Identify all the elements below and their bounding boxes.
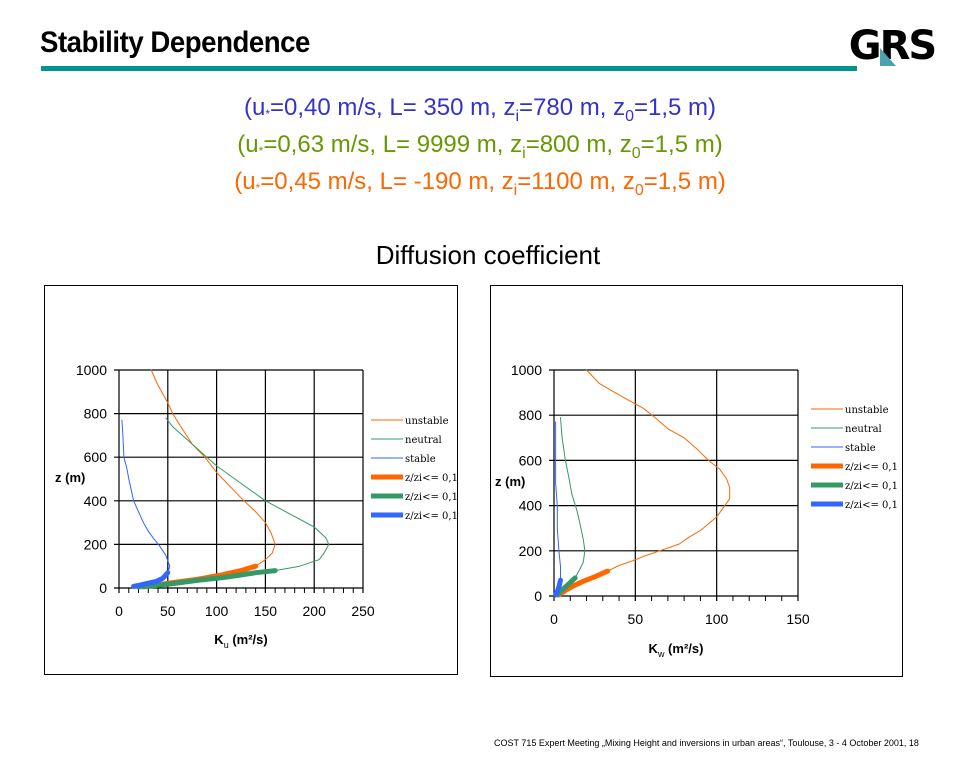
ku-legend-label: z/zi<= 0,1 <box>405 492 457 503</box>
kw-ytick-label: 1000 <box>511 362 542 378</box>
kw-xtick-label: 100 <box>705 611 729 627</box>
kw-ytick-label: 800 <box>519 407 543 423</box>
chart-ku: 0 200 400 600 800 1000 0 50 100 150 200 250 z (m) Ku … <box>55 362 457 650</box>
footer-citation: COST 715 Expert Meeting „Mixing Height a… <box>494 738 919 748</box>
ku-ytick-label: 1000 <box>76 362 107 378</box>
parameters-unstable: (u*=0,45 m/s, L= -190 m, zi=1100 m, z0=1… <box>234 168 726 199</box>
kw-legend-label: z/zi<= 0,1 <box>845 500 898 511</box>
kw-series-2 <box>555 421 561 581</box>
kw-legend-label: stable <box>845 443 876 454</box>
kw-legend-label: z/zi<= 0,1 <box>845 481 898 492</box>
ku-xtick-label: 100 <box>205 603 229 619</box>
kw-grid <box>549 369 799 601</box>
kw-ytick-label: 600 <box>519 452 543 468</box>
kw-ytick-label: 400 <box>519 498 543 514</box>
kw-legend-label: neutral <box>845 424 882 435</box>
kw-xtick-label: 0 <box>550 611 558 627</box>
ku-xtick-label: 250 <box>351 603 375 619</box>
ku-legend-label: z/zi<= 0,1 <box>405 473 457 484</box>
ku-legend-label: stable <box>405 454 436 465</box>
ku-xtick-label: 200 <box>303 603 327 619</box>
parameters-neutral: (u*=0,63 m/s, L= 9999 m, zi=800 m, z0=1,… <box>237 131 723 162</box>
ku-xtick-label: 0 <box>115 603 123 619</box>
ku-series-2 <box>121 419 171 574</box>
kw-series-zzi-5 <box>553 577 563 598</box>
ku-series-1 <box>165 417 330 572</box>
kw-series-1 <box>560 417 586 579</box>
ku-legend-label: z/zi<= 0,1 <box>405 511 457 522</box>
kw-ytick-label: 200 <box>519 543 543 559</box>
ku-ytick-label: 400 <box>84 493 108 509</box>
ku-legend-label: unstable <box>405 416 449 427</box>
ku-xtick-label: 50 <box>160 603 176 619</box>
kw-legend-label: z/zi<= 0,1 <box>845 462 898 473</box>
ku-legend-label: neutral <box>405 435 442 446</box>
ku-ytick-label: 800 <box>84 406 108 422</box>
kw-xtick-label: 150 <box>786 611 810 627</box>
chart-panel-ku: 0 200 400 600 800 1000 0 50 100 150 200 250 z (m) Ku … <box>44 285 458 675</box>
section-subtitle: Diffusion coefficient <box>375 240 601 270</box>
title-underline <box>41 66 857 71</box>
kw-xlabel: Kw (m²/s) <box>649 641 704 659</box>
chart-kw: 0 200 400 600 800 1000 0 50 100 150 z (m) Kw (m²/s)… <box>495 362 898 659</box>
grs-logo-icon: GRS <box>842 22 942 70</box>
ku-ylabel: z (m) <box>55 470 85 485</box>
kw-xtick-label: 50 <box>628 611 644 627</box>
kw-ytick-label: 0 <box>534 588 542 604</box>
ku-series-zzi-5 <box>131 570 171 589</box>
ku-series-0 <box>150 369 276 567</box>
logo-accent-triangle <box>880 48 896 66</box>
ku-xlabel: Ku (m²/s) <box>214 632 267 650</box>
ku-series-zzi-4 <box>136 568 278 590</box>
kw-legend-label: unstable <box>845 405 889 416</box>
ku-ytick-label: 0 <box>99 580 107 596</box>
parameters-stable: (u*=0,40 m/s, L= 350 m, zi=780 m, z0=1,5… <box>243 94 717 125</box>
ku-ytick-label: 200 <box>84 536 108 552</box>
slide-title: Stability Dependence <box>40 26 310 59</box>
kw-ylabel: z (m) <box>495 474 525 489</box>
ku-ytick-label: 600 <box>84 449 108 465</box>
kw-series-0 <box>586 369 731 572</box>
chart-panel-kw: 0 200 400 600 800 1000 0 50 100 150 z (m) Kw (m²/s)… <box>490 285 903 677</box>
ku-xtick-label: 150 <box>254 603 278 619</box>
